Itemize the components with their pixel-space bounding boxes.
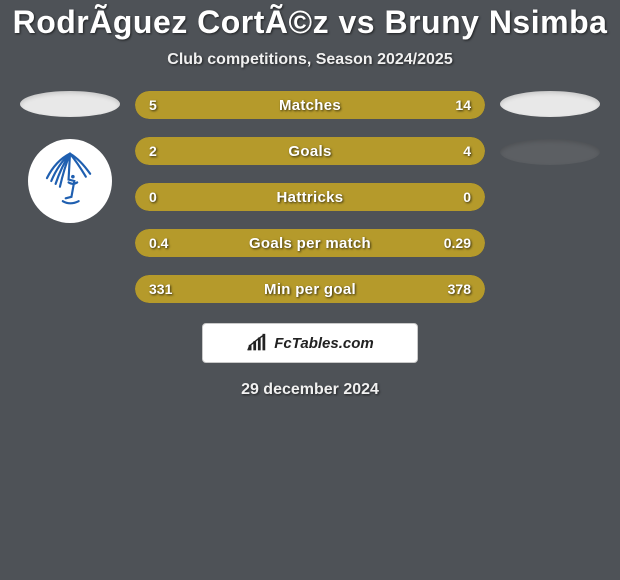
bar-value-left: 5: [149, 97, 157, 113]
bar-label: Goals per match: [135, 235, 485, 252]
bar-label: Goals: [135, 143, 485, 160]
bar-inner: 5Matches14: [135, 91, 485, 119]
bar-value-right: 0: [463, 189, 471, 205]
stat-bars: 5Matches14 2Goals4 0Hattricks0 0.4Goals per…: [135, 91, 485, 303]
stat-bar: 0.4Goals per match0.29: [135, 229, 485, 257]
right-badge-column: [495, 91, 605, 165]
snapshot-date: 29 december 2024: [0, 381, 620, 399]
stat-bar: 0Hattricks0: [135, 183, 485, 211]
fctables-logo[interactable]: FcTables.com: [202, 323, 418, 363]
stat-bar: 2Goals4: [135, 137, 485, 165]
indian-head-icon: [34, 145, 106, 217]
left-country-badge: [20, 91, 120, 117]
right-country-badge: [500, 91, 600, 117]
bar-inner: 2Goals4: [135, 137, 485, 165]
left-badge-column: [15, 91, 125, 223]
stat-bar: 331Min per goal378: [135, 275, 485, 303]
stat-bar: 5Matches14: [135, 91, 485, 119]
widget-container: RodrÃ­guez CortÃ©z vs Bruny Nsimba Club …: [0, 0, 620, 399]
bar-inner: 0.4Goals per match0.29: [135, 229, 485, 257]
left-club-badge: [28, 139, 112, 223]
comparison-main: 5Matches14 2Goals4 0Hattricks0 0.4Goals per…: [0, 91, 620, 303]
bar-value-left: 0: [149, 189, 157, 205]
bar-inner: 0Hattricks0: [135, 183, 485, 211]
page-title: RodrÃ­guez CortÃ©z vs Bruny Nsimba: [0, 4, 620, 41]
bar-value-right: 0.29: [444, 235, 471, 251]
bar-value-right: 14: [455, 97, 471, 113]
logo-text: FcTables.com: [274, 335, 373, 352]
right-club-badge: [500, 139, 600, 165]
bar-label: Matches: [135, 97, 485, 114]
bar-inner: 331Min per goal378: [135, 275, 485, 303]
bar-label: Min per goal: [135, 281, 485, 298]
bar-label: Hattricks: [135, 189, 485, 206]
bar-value-right: 4: [463, 143, 471, 159]
subtitle: Club competitions, Season 2024/2025: [0, 51, 620, 69]
bar-value-right: 378: [448, 281, 471, 297]
bar-value-left: 0.4: [149, 235, 168, 251]
bar-value-left: 2: [149, 143, 157, 159]
bar-value-left: 331: [149, 281, 172, 297]
barchart-icon: [246, 332, 268, 354]
